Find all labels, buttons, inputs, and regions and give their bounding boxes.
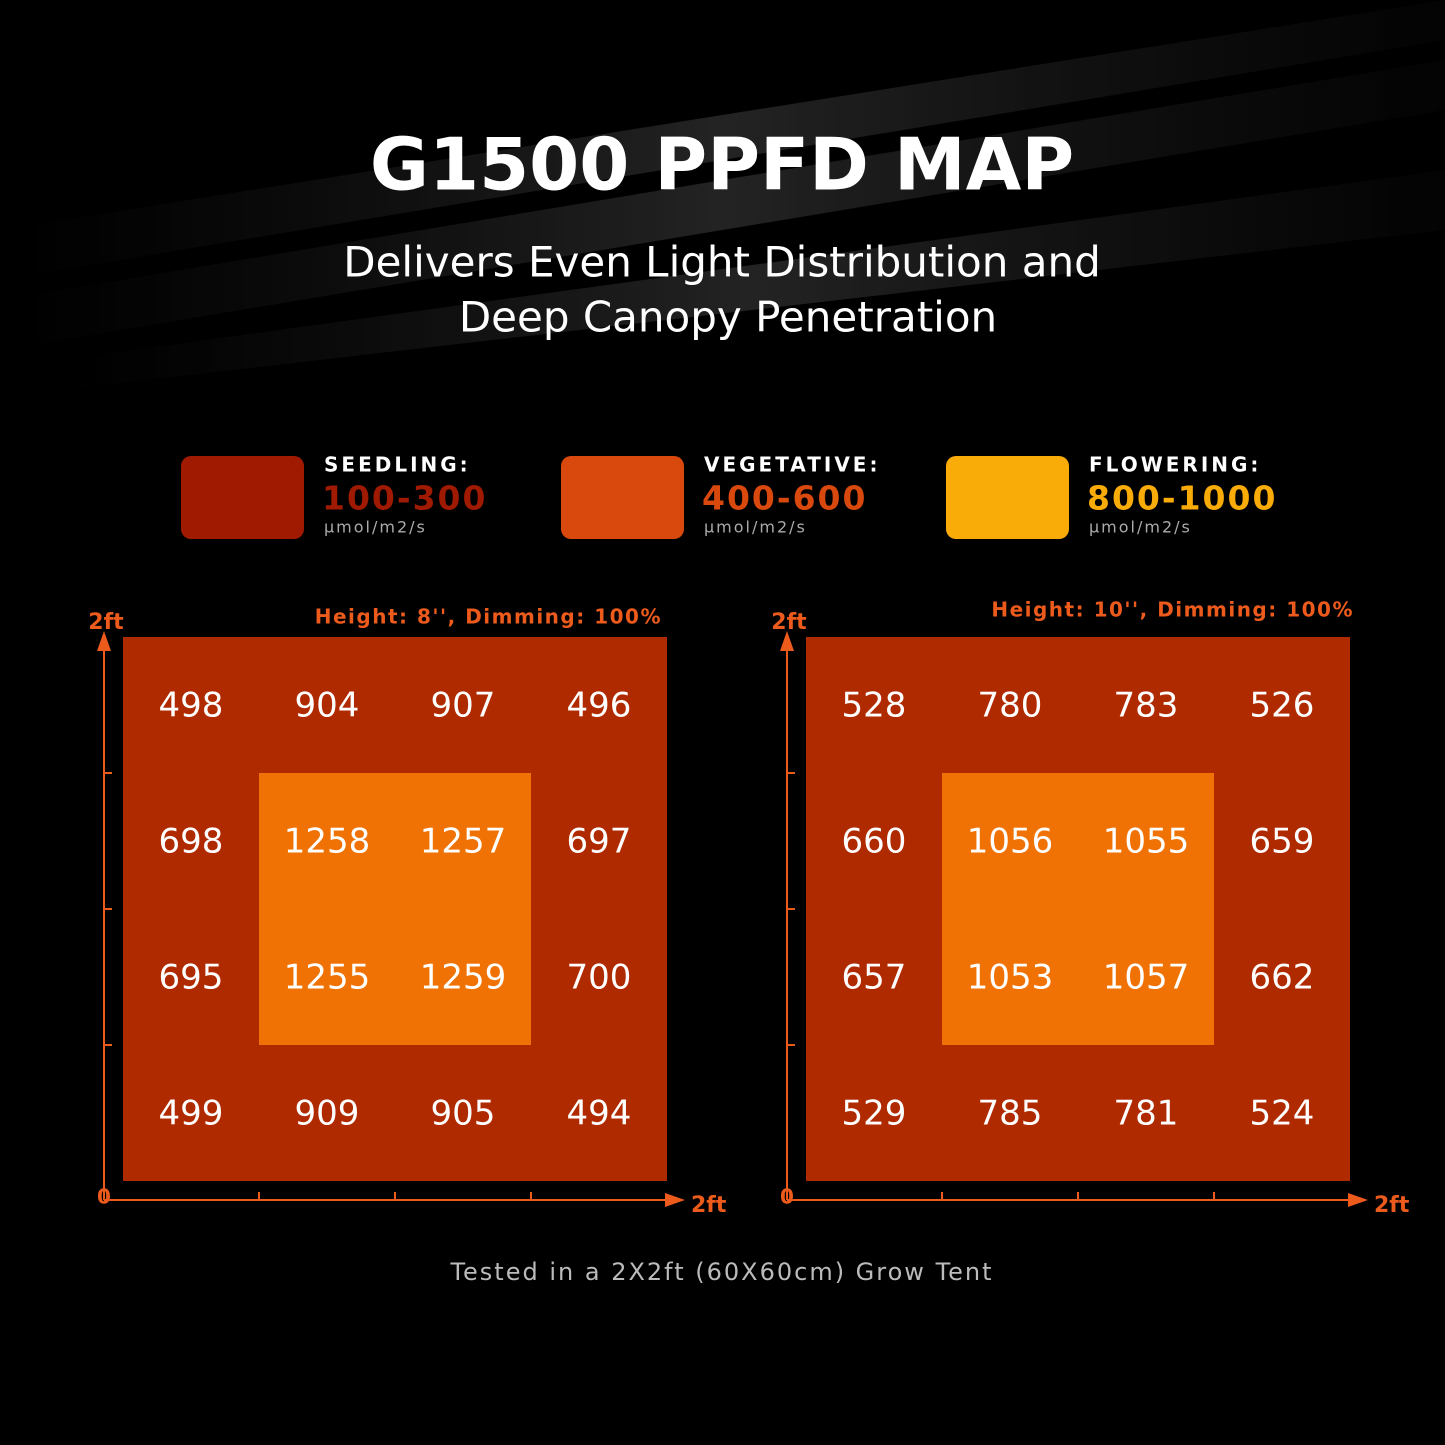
ppfd-value: 528 (842, 686, 907, 726)
legend-range: 400-600 (702, 479, 867, 518)
ppfd-value: 905 (431, 1094, 496, 1134)
origin-label: 0 (780, 1185, 794, 1209)
ppfd-value: 499 (159, 1094, 224, 1134)
ppfd-value: 662 (1250, 958, 1315, 998)
map-center (942, 773, 1214, 1045)
ppfd-value: 695 (159, 958, 224, 998)
map-caption: Height: 8'', Dimming: 100% (315, 605, 662, 629)
ppfd-value: 526 (1250, 686, 1315, 726)
footer: Tested in a 2X2ft (60X60cm) Grow Tent (449, 1258, 993, 1286)
origin-label: 0 (97, 1185, 111, 1209)
legend-range: 100-300 (322, 479, 487, 518)
legend-range: 800-1000 (1087, 479, 1277, 518)
map-center (259, 773, 531, 1045)
subtitle: Delivers Even Light Distribution and (343, 238, 1100, 287)
ppfd-value: 907 (431, 686, 496, 726)
legend-label: VEGETATIVE: (704, 453, 880, 477)
legend: SEEDLING:100-300μmol/m2/sVEGETATIVE:400-… (181, 453, 1277, 539)
ppfd-value: 780 (978, 686, 1043, 726)
y-axis-label: 2ft (771, 610, 807, 635)
x-arrow (1348, 1193, 1368, 1207)
legend-label: SEEDLING: (324, 453, 471, 477)
ppfd-value: 1057 (1103, 958, 1190, 998)
ppfd-value: 698 (159, 822, 224, 862)
map-caption: Height: 10'', Dimming: 100% (991, 598, 1354, 622)
ppfd-value: 657 (842, 958, 907, 998)
x-arrow (665, 1193, 685, 1207)
legend-unit: μmol/m2/s (704, 518, 807, 537)
ppfd-value: 909 (295, 1094, 360, 1134)
ppfd-value: 494 (567, 1094, 632, 1134)
ppfd-map: 2ft 0 2ft Height: 10'', Dimming: 100% 528 780… (771, 598, 1410, 1219)
ppfd-value: 700 (567, 958, 632, 998)
ppfd-value: 1055 (1103, 822, 1190, 862)
ppfd-value: 904 (295, 686, 360, 726)
legend-unit: μmol/m2/s (324, 518, 427, 537)
title: G1500 PPFD MAP (370, 123, 1074, 207)
ppfd-value: 697 (567, 822, 632, 862)
y-arrow (780, 631, 794, 651)
ppfd-value: 660 (842, 822, 907, 862)
ppfd-value: 498 (159, 686, 224, 726)
x-axis-label: 2ft (691, 1193, 727, 1218)
ppfd-value: 496 (567, 686, 632, 726)
ppfd-value: 524 (1250, 1094, 1315, 1134)
ppfd-value: 1255 (284, 958, 371, 998)
y-arrow (97, 631, 111, 651)
legend-swatch (181, 456, 304, 539)
ppfd-value: 783 (1114, 686, 1179, 726)
ppfd-value: 659 (1250, 822, 1315, 862)
x-axis-label: 2ft (1374, 1193, 1410, 1218)
legend-label: FLOWERING: (1089, 453, 1261, 477)
ppfd-map: 2ft 0 2ft Height: 8'', Dimming: 100% 498 904 9… (88, 605, 727, 1219)
legend-unit: μmol/m2/s (1089, 518, 1192, 537)
ppfd-value: 1056 (967, 822, 1054, 862)
ppfd-value: 785 (978, 1094, 1043, 1134)
ppfd-value: 529 (842, 1094, 907, 1134)
ppfd-value: 781 (1114, 1094, 1179, 1134)
y-axis-label: 2ft (88, 610, 124, 635)
light-bars (0, 0, 1445, 390)
maps: 2ft 0 2ft Height: 8'', Dimming: 100% 498 904 9… (88, 598, 1410, 1219)
legend-swatch (946, 456, 1069, 539)
ppfd-value: 1259 (420, 958, 507, 998)
ppfd-value: 1053 (967, 958, 1054, 998)
ppfd-value: 1258 (284, 822, 371, 862)
legend-swatch (561, 456, 684, 539)
subtitle: Deep Canopy Penetration (459, 293, 997, 342)
ppfd-value: 1257 (420, 822, 507, 862)
